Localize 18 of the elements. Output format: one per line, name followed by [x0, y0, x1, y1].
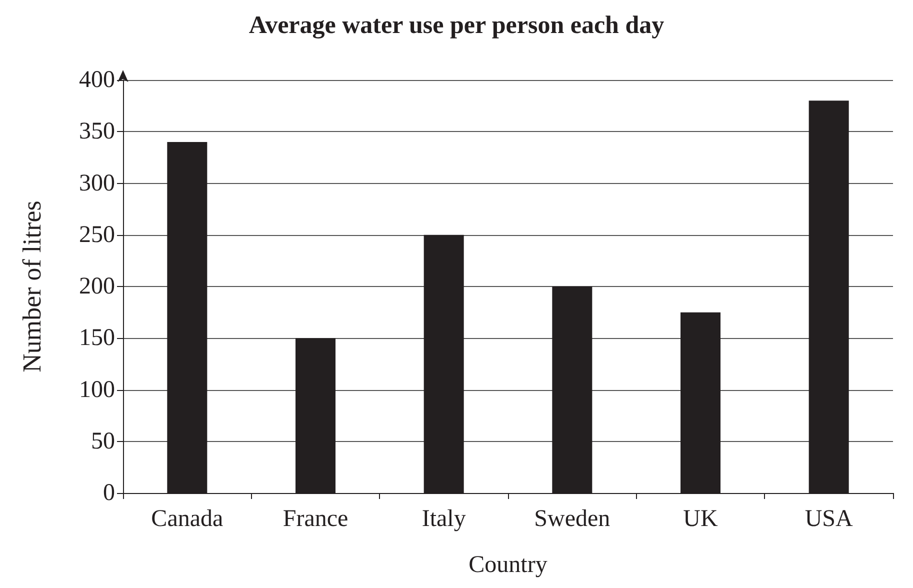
y-tick-label: 250	[79, 222, 115, 248]
y-tick-label: 200	[79, 274, 115, 300]
chart-title: Average water use per person each day	[248, 12, 665, 39]
x-tick-label: Sweden	[534, 506, 610, 532]
x-tick-label: USA	[804, 506, 854, 532]
y-tick-label: 400	[79, 67, 115, 93]
y-tick-label: 350	[79, 118, 115, 145]
x-tick-label: France	[282, 506, 348, 532]
y-tick-label: 150	[79, 325, 115, 352]
y-tick-label: 0	[103, 480, 115, 506]
x-axis-title: Country	[468, 552, 548, 578]
y-tick-label: 300	[79, 170, 115, 196]
y-tick-label: 50	[91, 428, 115, 454]
y-tick-label: 100	[79, 376, 115, 403]
x-tick-label: Italy	[422, 506, 466, 532]
y-axis-title: Number of litres	[18, 200, 46, 372]
x-tick-label: UK	[683, 506, 718, 532]
x-tick-label: Canada	[151, 506, 224, 532]
